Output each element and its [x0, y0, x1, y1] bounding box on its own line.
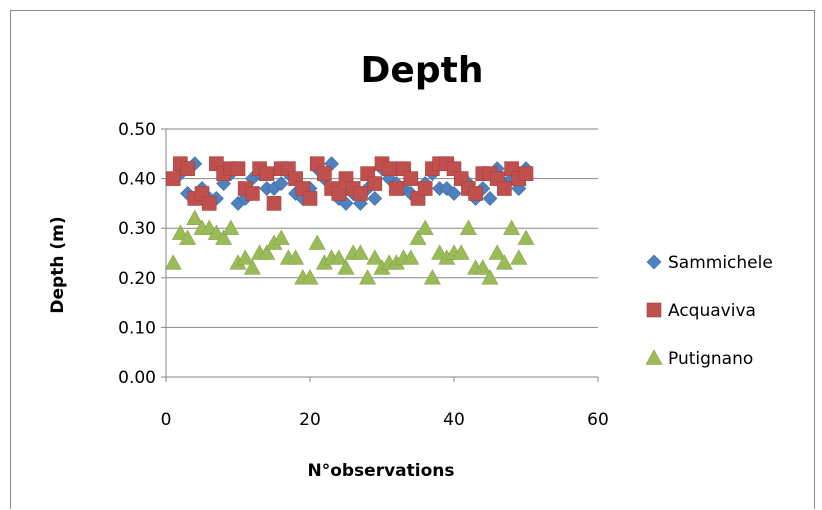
legend-marker: [646, 254, 662, 270]
data-point: [165, 171, 181, 186]
data-point: [417, 181, 433, 196]
data-point: [488, 244, 506, 260]
data-point: [258, 244, 276, 260]
data-point: [482, 191, 498, 206]
legend-label: Putignano: [668, 349, 753, 369]
legend-item: Acquaviva: [646, 301, 756, 321]
x-tick-labels: 0 20 40 60: [161, 410, 609, 430]
data-point: [302, 191, 318, 206]
axes: [161, 128, 599, 382]
y-axis-title: Depth (m): [48, 216, 68, 313]
legend-item: Putignano: [645, 349, 753, 369]
data-point: [474, 259, 492, 275]
data-point: [266, 196, 282, 211]
y-tick-label: 0.00: [118, 368, 156, 388]
data-point: [459, 219, 477, 235]
data-point: [186, 209, 204, 225]
y-tick-labels: 0.00 0.10 0.20 0.30 0.40 0.50: [118, 120, 156, 388]
data-point: [423, 269, 441, 285]
legend-label: Acquaviva: [668, 301, 756, 321]
data-point: [510, 249, 528, 265]
x-tick-label: 60: [587, 410, 609, 430]
data-point: [409, 229, 427, 245]
data-point: [381, 161, 397, 176]
data-point: [287, 249, 305, 265]
data-point: [403, 171, 419, 186]
y-tick-label: 0.30: [118, 219, 156, 239]
data-point: [222, 219, 240, 235]
depth-scatter-chart: Depth 0.00 0.10 0.20 0.30 0.40 0.50 0 20 40 60 N…: [48, 50, 773, 481]
data-point: [236, 249, 254, 265]
chart-title: Depth: [361, 50, 484, 91]
data-point: [367, 191, 383, 206]
y-tick-label: 0.50: [118, 120, 156, 140]
data-point: [402, 249, 420, 265]
data-point: [201, 196, 217, 211]
data-point: [452, 244, 470, 260]
legend: Sammichele Acquaviva Putignano: [645, 253, 773, 369]
legend-marker: [645, 349, 663, 365]
series-acquaviva: [165, 156, 534, 211]
data-point: [359, 269, 377, 285]
data-point: [495, 254, 513, 270]
data-point: [367, 176, 383, 191]
data-point: [481, 269, 499, 285]
data-point: [416, 219, 434, 235]
x-tick-label: 20: [299, 410, 321, 430]
x-tick-label: 0: [161, 410, 172, 430]
legend-label: Sammichele: [668, 253, 773, 273]
x-tick-label: 40: [443, 410, 465, 430]
series-putignano: [164, 209, 535, 285]
legend-marker: [646, 302, 662, 318]
data-point: [503, 219, 521, 235]
data-point: [331, 186, 347, 201]
data-point: [179, 229, 197, 245]
data-point: [245, 186, 260, 201]
y-tick-label: 0.40: [118, 170, 156, 190]
y-tick-label: 0.20: [118, 269, 156, 289]
data-point: [351, 244, 369, 260]
data-point: [259, 166, 275, 181]
data-point: [353, 186, 368, 201]
data-point: [468, 186, 483, 201]
data-point: [272, 229, 290, 245]
chart-frame: Depth 0.00 0.10 0.20 0.30 0.40 0.50 0 20 40 60 N…: [10, 10, 815, 509]
data-point: [517, 229, 535, 245]
data-point: [497, 181, 512, 196]
data-point: [317, 166, 332, 181]
data-point: [308, 234, 326, 250]
data-point: [337, 259, 355, 275]
x-axis-title: N°observations: [307, 461, 454, 481]
data-point: [243, 259, 261, 275]
data-point: [230, 161, 246, 176]
data-point: [273, 176, 289, 191]
data-point: [330, 249, 348, 265]
data-point: [389, 181, 404, 196]
legend-item: Sammichele: [646, 253, 773, 273]
data-point: [518, 166, 534, 181]
y-tick-label: 0.10: [118, 318, 156, 338]
data-point: [164, 254, 182, 270]
data-point: [180, 161, 195, 176]
data-point: [215, 229, 233, 245]
data-point: [301, 269, 319, 285]
data-point: [446, 186, 462, 201]
data-points: [164, 156, 535, 285]
data-point: [366, 249, 384, 265]
